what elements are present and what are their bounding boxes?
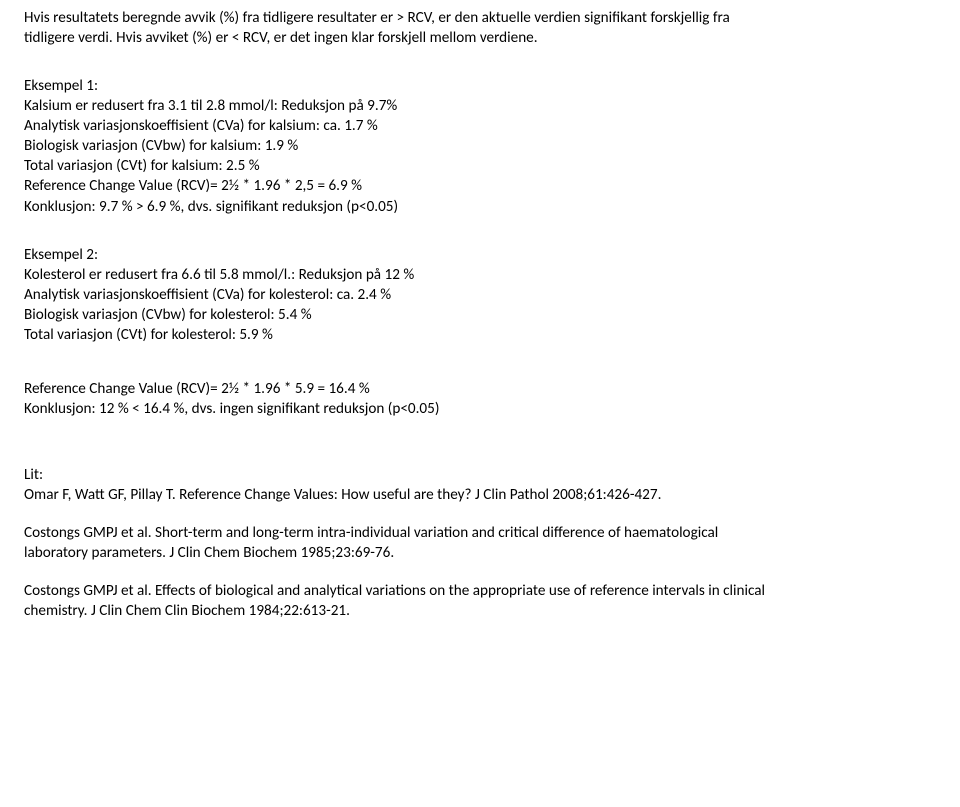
document-page: Hvis resultatets beregnde avvik (%) fra … <box>0 0 960 629</box>
example-1-line-1: Kalsium er redusert fra 3.1 til 2.8 mmol… <box>24 96 936 116</box>
example-2-line-3: Biologisk variasjon (CVbw) for kolestero… <box>24 305 936 325</box>
example-2-line-1: Kolesterol er redusert fra 6.6 til 5.8 m… <box>24 265 936 285</box>
rcv-2-block: Reference Change Value (RCV)= 2½ * 1.96 … <box>24 379 936 419</box>
example-2-line-4: Total variasjon (CVt) for kolesterol: 5.… <box>24 325 936 345</box>
example-1-line-6: Konklusjon: 9.7 % > 6.9 %, dvs. signifik… <box>24 197 936 217</box>
example-2-line-2: Analytisk variasjonskoeffisient (CVa) fo… <box>24 285 936 305</box>
example-1-line-2: Analytisk variasjonskoeffisient (CVa) fo… <box>24 116 936 136</box>
example-1-title: Eksempel 1: <box>24 76 936 96</box>
intro-line-1: Hvis resultatets beregnde avvik (%) fra … <box>24 8 936 28</box>
lit-ref-2a: Costongs GMPJ et al. Short-term and long… <box>24 523 936 543</box>
lit-ref-3b: chemistry. J Clin Chem Clin Biochem 1984… <box>24 601 936 621</box>
rcv-2-line-1: Reference Change Value (RCV)= 2½ * 1.96 … <box>24 379 936 399</box>
example-1-line-4: Total variasjon (CVt) for kalsium: 2.5 % <box>24 156 936 176</box>
example-2-title: Eksempel 2: <box>24 245 936 265</box>
example-1-line-5: Reference Change Value (RCV)= 2½ * 1.96 … <box>24 176 936 196</box>
literature-block: Lit: Omar F, Watt GF, Pillay T. Referenc… <box>24 465 936 621</box>
rcv-2-line-2: Konklusjon: 12 % < 16.4 %, dvs. ingen si… <box>24 399 936 419</box>
example-1-block: Eksempel 1: Kalsium er redusert fra 3.1 … <box>24 76 936 216</box>
lit-ref-3a: Costongs GMPJ et al. Effects of biologic… <box>24 581 936 601</box>
lit-ref-2b: laboratory parameters. J Clin Chem Bioch… <box>24 543 936 563</box>
lit-title: Lit: <box>24 465 936 485</box>
lit-ref-1: Omar F, Watt GF, Pillay T. Reference Cha… <box>24 485 936 505</box>
intro-line-2: tidligere verdi. Hvis avviket (%) er < R… <box>24 28 936 48</box>
intro-paragraph: Hvis resultatets beregnde avvik (%) fra … <box>24 8 936 48</box>
example-1-line-3: Biologisk variasjon (CVbw) for kalsium: … <box>24 136 936 156</box>
example-2-block: Eksempel 2: Kolesterol er redusert fra 6… <box>24 245 936 345</box>
